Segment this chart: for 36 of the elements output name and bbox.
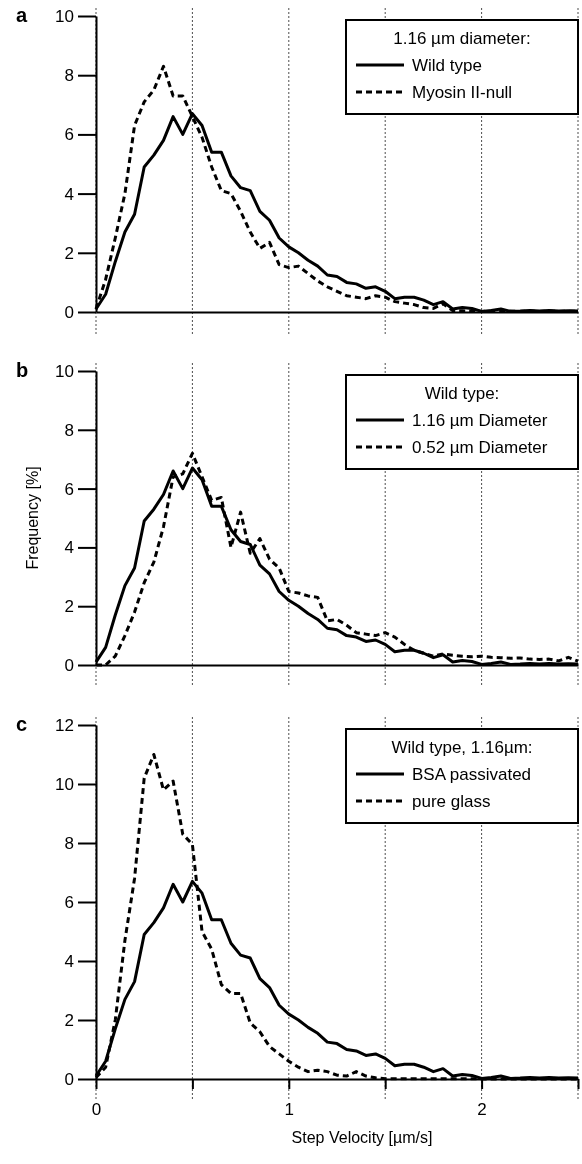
chart-title: a (16, 4, 28, 26)
y-tick-label: 4 (64, 538, 74, 558)
x-tick-label: 1 (284, 1100, 295, 1120)
y-tick-label: 8 (64, 66, 74, 86)
legend-label: Myosin II-null (412, 83, 513, 102)
y-tick-label: 6 (64, 892, 74, 912)
y-tick-label: 8 (64, 420, 74, 440)
legend-label: 1.16 µm Diameter (412, 411, 548, 430)
y-tick-label: 2 (64, 597, 74, 617)
y-tick-label: 0 (64, 302, 74, 322)
chart-title: b (16, 359, 29, 381)
legend-title: Wild type: (424, 384, 500, 403)
y-tick-label: 2 (64, 243, 74, 263)
y-tick-label: 8 (64, 833, 74, 853)
legend-title: 1.16 µm diameter: (393, 29, 531, 48)
legend-label: 0.52 µm Diameter (412, 438, 548, 457)
chart-title: c (16, 713, 28, 735)
legend-label: pure glass (412, 792, 491, 811)
y-tick-label: 0 (64, 1069, 74, 1089)
y-tick-label: 0 (64, 655, 74, 675)
x-tick-label: 0 (91, 1100, 102, 1120)
y-tick-label: 10 (55, 6, 74, 26)
y-tick-label: 6 (64, 479, 74, 499)
y-tick-label: 4 (64, 184, 74, 204)
legend-label: Wild type (412, 56, 482, 75)
y-tick-label: 2 (64, 1010, 74, 1030)
y-tick-label: 12 (55, 715, 74, 735)
legend-title: Wild type, 1.16µm: (391, 738, 533, 757)
y-tick-label: 10 (55, 361, 74, 381)
y-tick-label: 6 (64, 125, 74, 145)
x-axis-title: Step Velocity [µm/s] (291, 1129, 433, 1146)
y-tick-label: 10 (55, 774, 74, 794)
y-axis-title: Frequency [%] (24, 466, 41, 570)
y-tick-label: 4 (64, 951, 74, 971)
x-tick-label: 2 (477, 1100, 487, 1120)
legend-label: BSA passivated (412, 765, 532, 784)
